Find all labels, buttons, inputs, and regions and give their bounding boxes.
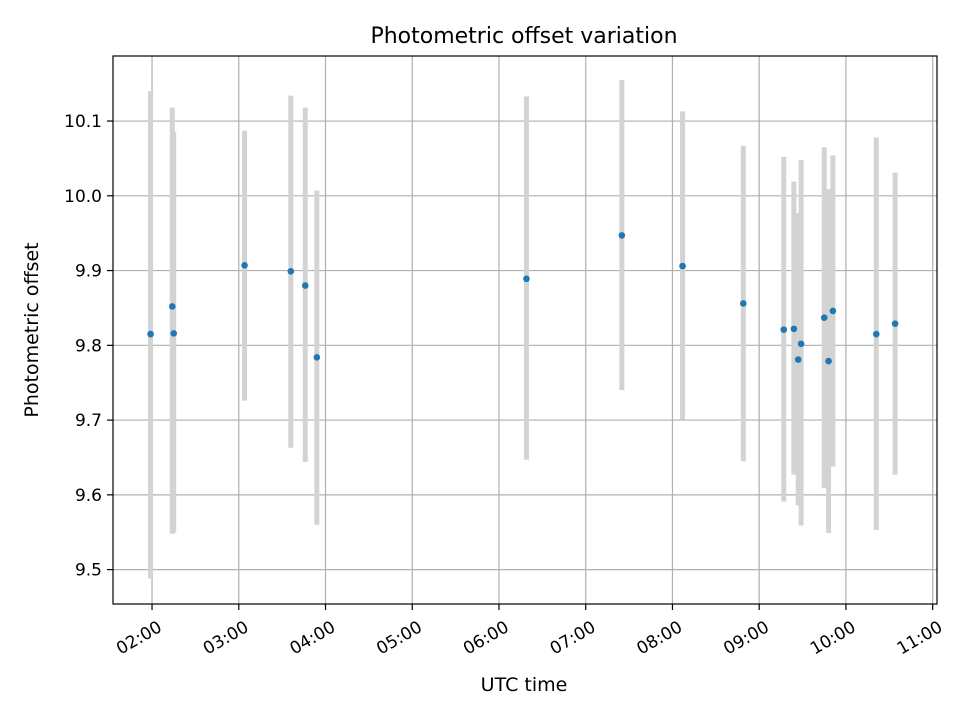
data-point <box>241 262 248 269</box>
data-point <box>147 330 154 338</box>
y-axis-ticks: 9.5 9.6 9.7 9.8 9.9 10.0 10.1 <box>64 112 113 581</box>
x-tick-label: 05:00 <box>373 617 425 659</box>
x-tick-label: 10:00 <box>807 617 859 659</box>
x-axis-ticks: 02:00 03:00 04:00 05:00 06:00 07:00 08:00 09:00… <box>113 604 946 659</box>
x-tick-label: 11:00 <box>894 617 946 659</box>
data-point <box>790 325 798 333</box>
axes-frame <box>112 55 938 605</box>
x-axis-label: UTC time <box>481 674 568 696</box>
data-point <box>168 303 176 310</box>
y-tick-label: 10.1 <box>64 112 102 132</box>
y-tick-label: 9.9 <box>75 262 102 282</box>
data-point <box>170 330 178 337</box>
data-point <box>891 320 899 327</box>
data-point <box>825 357 832 365</box>
x-tick-label: 07:00 <box>547 617 599 659</box>
data-point <box>872 330 880 338</box>
data-point <box>820 314 828 321</box>
data-points <box>147 232 899 365</box>
y-axis-label: Photometric offset <box>21 242 43 417</box>
y-tick-label: 9.8 <box>75 336 102 356</box>
x-tick-label: 04:00 <box>287 617 339 659</box>
data-point <box>829 307 837 315</box>
data-point <box>739 300 747 307</box>
chart-title: Photometric offset variation <box>370 24 677 49</box>
x-tick-label: 06:00 <box>460 617 512 659</box>
data-point <box>523 275 530 283</box>
data-point <box>313 353 321 361</box>
data-point <box>679 262 686 270</box>
y-tick-label: 9.5 <box>75 561 102 581</box>
y-tick-label: 10.0 <box>64 187 102 207</box>
x-tick-label: 02:00 <box>113 617 165 659</box>
data-point <box>797 340 805 348</box>
data-point <box>780 326 788 333</box>
data-point <box>287 268 295 275</box>
y-tick-label: 9.6 <box>75 486 102 506</box>
y-tick-label: 9.7 <box>75 411 102 431</box>
x-tick-label: 09:00 <box>720 617 772 659</box>
data-point <box>618 232 626 239</box>
data-point <box>301 282 309 289</box>
data-point <box>794 356 802 363</box>
x-tick-label: 03:00 <box>200 617 252 659</box>
x-tick-label: 08:00 <box>634 617 686 659</box>
